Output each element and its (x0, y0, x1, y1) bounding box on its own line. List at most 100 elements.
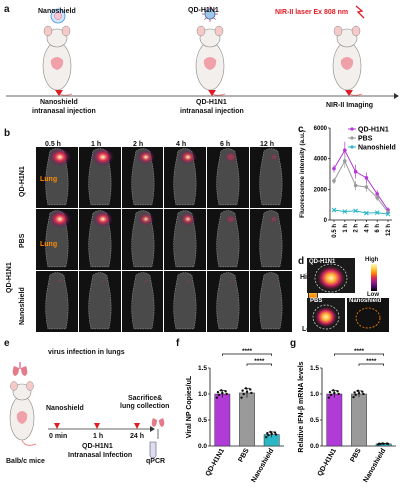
y-axis-label: Viral NP Copies/uL (186, 375, 193, 438)
data-point (385, 211, 391, 217)
fluorescence-hotspot (99, 278, 106, 284)
row-label-nanoshield: Nanoshield (19, 287, 26, 325)
replicate-dot (220, 389, 223, 392)
panel-letter-d: d (298, 256, 305, 267)
significance-bracket (358, 363, 385, 366)
fluorescence-hotspot (56, 278, 64, 285)
mouse-silhouette (259, 148, 283, 206)
panel-d-image-pbs (307, 298, 345, 332)
cell-image (45, 210, 71, 268)
lung-label: Lung (40, 176, 58, 183)
mouse2-label: QD-H1N1 (188, 7, 219, 14)
bar (326, 393, 343, 447)
data-point (331, 207, 337, 213)
panel-letter-b: b (4, 128, 11, 139)
y-tick-label: 1.5 (310, 365, 319, 372)
significance-bracket (246, 363, 273, 366)
y-tick-label: 0.0 (198, 443, 207, 450)
replicate-dot (332, 389, 335, 392)
replicate-dot (217, 393, 221, 397)
replicate-dot (216, 390, 220, 394)
significance-label: **** (242, 348, 253, 355)
data-point (364, 210, 369, 216)
x-tick-label: 12 h (386, 224, 392, 236)
fluorescence-image-cell (36, 147, 78, 208)
fluorescence-hotspot (179, 149, 198, 165)
fluorescence-image-cell (250, 271, 292, 332)
fluorescence-hotspot (228, 278, 234, 284)
cell-image (173, 148, 198, 206)
y-tick-label: 0.0 (310, 443, 319, 450)
timeline-markers (55, 90, 353, 96)
legend-marker (350, 145, 354, 149)
replicate-dot (362, 392, 365, 396)
replicate-dot (382, 442, 385, 445)
data-point (364, 185, 369, 189)
legend-label: QD-H1N1 (358, 127, 389, 134)
fluorescence-hotspot (92, 210, 113, 228)
panel-letter-g: g (290, 338, 297, 349)
x-tick-label: 2 h (354, 224, 360, 233)
data-point (342, 209, 348, 214)
replicate-dot (273, 431, 277, 434)
data-point (364, 176, 369, 180)
timeline-arrow (150, 426, 155, 432)
replicate-dot (357, 392, 361, 395)
data-point (343, 148, 347, 153)
replicate-dot (274, 433, 278, 436)
mouse-silhouette (216, 148, 240, 206)
mouse-icon (195, 25, 226, 96)
step2-line2: intranasal injection (180, 108, 244, 115)
panel-letter-a: a (4, 4, 10, 15)
mouse-silhouette (173, 272, 197, 330)
x-tick-label: PBS (237, 447, 250, 463)
replicate-dot (361, 390, 364, 393)
legend-marker (350, 127, 354, 131)
panel-d-colorbar-low: Low (367, 292, 379, 298)
mouse3-label: NIR-II laser Ex 808 nm (275, 9, 349, 16)
replicate-dot (336, 390, 339, 393)
x-tick-label: QD-H1N1 (317, 447, 338, 477)
time-label: 12 h (260, 141, 275, 148)
mouse-icon (332, 25, 363, 96)
replicate-dot (328, 390, 332, 394)
panel-e-t1: 1 h (93, 433, 104, 440)
mouse-silhouette (88, 272, 112, 330)
fluorescence-hotspot (269, 153, 279, 162)
replicate-dot (356, 389, 360, 393)
replicate-dot (269, 430, 272, 434)
step1-line2: intranasal injection (32, 108, 96, 115)
cell-image (216, 272, 240, 330)
timeline-arrow (394, 93, 399, 99)
mouse1-label: Nanoshield (38, 8, 76, 15)
chart-g: 0.0 0.5 1.0 1.5 Relative IFN-β mRNA levels QD… (298, 348, 396, 484)
fluorescence-hotspot (142, 278, 149, 284)
series-line (333, 159, 389, 213)
panel-e-sacrifice-1: Sacrifice& (128, 395, 163, 402)
time-label: 2 h (133, 141, 144, 148)
timeline-markers (54, 423, 140, 429)
time-label: 4 h (176, 141, 187, 148)
y-tick-label: 6000 (314, 126, 328, 132)
x-tick-label: 1 h (343, 224, 349, 233)
cell-image (45, 148, 71, 206)
cell-image (131, 210, 154, 268)
cell-image (131, 272, 154, 330)
fluorescence-spot (312, 304, 340, 330)
panel-e-nanoshield: Nanoshield (46, 405, 84, 412)
fluorescence-image-grid (36, 147, 293, 333)
replicate-dot (352, 395, 355, 399)
cell-image (88, 210, 113, 268)
panel-d-colorbar-high: High (365, 257, 379, 263)
significance-bracket (221, 353, 273, 356)
y-tick-label: 0.5 (310, 417, 319, 424)
fluorescence-image-cell (164, 271, 207, 332)
bar (239, 392, 255, 447)
x-tick-label: 4 h (364, 224, 370, 233)
fluorescence-outline (355, 307, 381, 329)
replicate-dot (333, 391, 336, 395)
legend-marker (350, 136, 354, 140)
step1-line1: Nanoshield (40, 99, 78, 106)
panel-e-infection-2: Intranasal Infection (68, 452, 133, 459)
fluorescence-image-cell (164, 147, 207, 208)
